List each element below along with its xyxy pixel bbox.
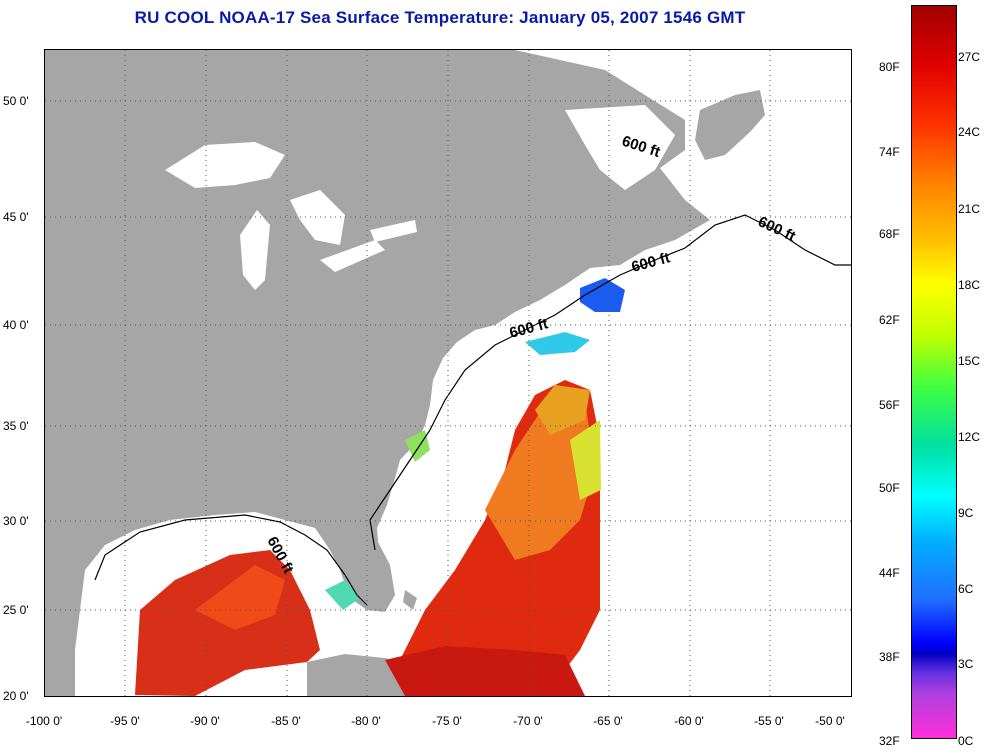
colorbar-c-label: 0C: [958, 734, 974, 748]
y-tick-label: 20 0': [3, 689, 29, 703]
slope-warm: [535, 385, 590, 435]
sargasso-warm: [485, 390, 595, 560]
y-tick-label: 45 0': [3, 210, 29, 224]
colorbar-c-label: 21C: [958, 202, 981, 216]
colorbar-c-label: 24C: [958, 125, 981, 139]
x-tick-label: -65 0': [593, 714, 623, 728]
x-tick-label: -50 0': [815, 714, 845, 728]
colorbar-c-label: 3C: [958, 657, 974, 671]
x-tick-label: -95 0': [110, 714, 140, 728]
colorbar-gradient: [912, 6, 956, 738]
carolina-shelf: [405, 430, 430, 462]
gulf-of-maine-cold: [580, 278, 625, 312]
colorbar-f-label: 68F: [879, 227, 900, 241]
colorbar-f-label: 74F: [879, 145, 900, 159]
colorbar-c-label: 18C: [958, 278, 981, 292]
y-tick-label: 40 0': [3, 318, 29, 332]
isobath-label: 600 ft: [755, 213, 798, 245]
florida-shelf-cool: [325, 580, 360, 610]
colorbar-f-label: 50F: [879, 481, 900, 495]
newfoundland: [695, 90, 765, 160]
map-canvas: 600 ft 600 ft 600 ft 600 ft 600 ft: [45, 50, 851, 696]
lake-erie: [320, 240, 385, 272]
loop-current: [195, 565, 285, 630]
colorbar-f-label: 80F: [879, 60, 900, 74]
caribbean-warm: [385, 646, 585, 696]
isobath-600ft: [94, 214, 851, 606]
x-tick-label: -90 0': [190, 714, 220, 728]
x-tick-label: -85 0': [271, 714, 301, 728]
y-tick-label: 25 0': [3, 603, 29, 617]
colorbar-c-label: 6C: [958, 582, 974, 596]
colorbar-f-label: 32F: [879, 734, 900, 748]
x-tick-label: -100 0': [25, 714, 63, 728]
colorbar-f-label: 62F: [879, 313, 900, 327]
x-tick-label: -55 0': [754, 714, 784, 728]
colorbar-f-label: 44F: [879, 566, 900, 580]
colorbar-c-label: 27C: [958, 50, 981, 64]
x-tick-label: -60 0': [674, 714, 704, 728]
lake-superior: [165, 142, 285, 188]
offshore-yellow: [570, 420, 601, 500]
colorbar-c-label: 9C: [958, 506, 974, 520]
sst-data-layer: [135, 278, 625, 696]
x-tick-label: -70 0': [513, 714, 543, 728]
x-tick-label: -75 0': [432, 714, 462, 728]
y-tick-label: 50 0': [3, 94, 29, 108]
north-america-landmass: [45, 50, 710, 696]
x-tick-label: -80 0': [351, 714, 381, 728]
colorbar-f-label: 38F: [879, 650, 900, 664]
y-tick-label: 30 0': [3, 514, 29, 528]
shelf-cool: [525, 332, 590, 355]
colorbar-f-label: 56F: [879, 398, 900, 412]
temperature-colorbar: [911, 5, 957, 739]
lake-michigan: [240, 210, 270, 290]
lake-ontario: [370, 220, 417, 242]
colorbar-c-label: 12C: [958, 430, 981, 444]
map-title: RU COOL NOAA-17 Sea Surface Temperature:…: [134, 8, 746, 27]
lake-huron: [290, 190, 345, 245]
great-lakes: [165, 105, 675, 290]
sst-map[interactable]: 600 ft 600 ft 600 ft 600 ft 600 ft: [44, 49, 852, 697]
colorbar-c-label: 15C: [958, 354, 981, 368]
y-tick-label: 35 0': [3, 419, 29, 433]
gulf-of-st-lawrence: [565, 105, 675, 190]
